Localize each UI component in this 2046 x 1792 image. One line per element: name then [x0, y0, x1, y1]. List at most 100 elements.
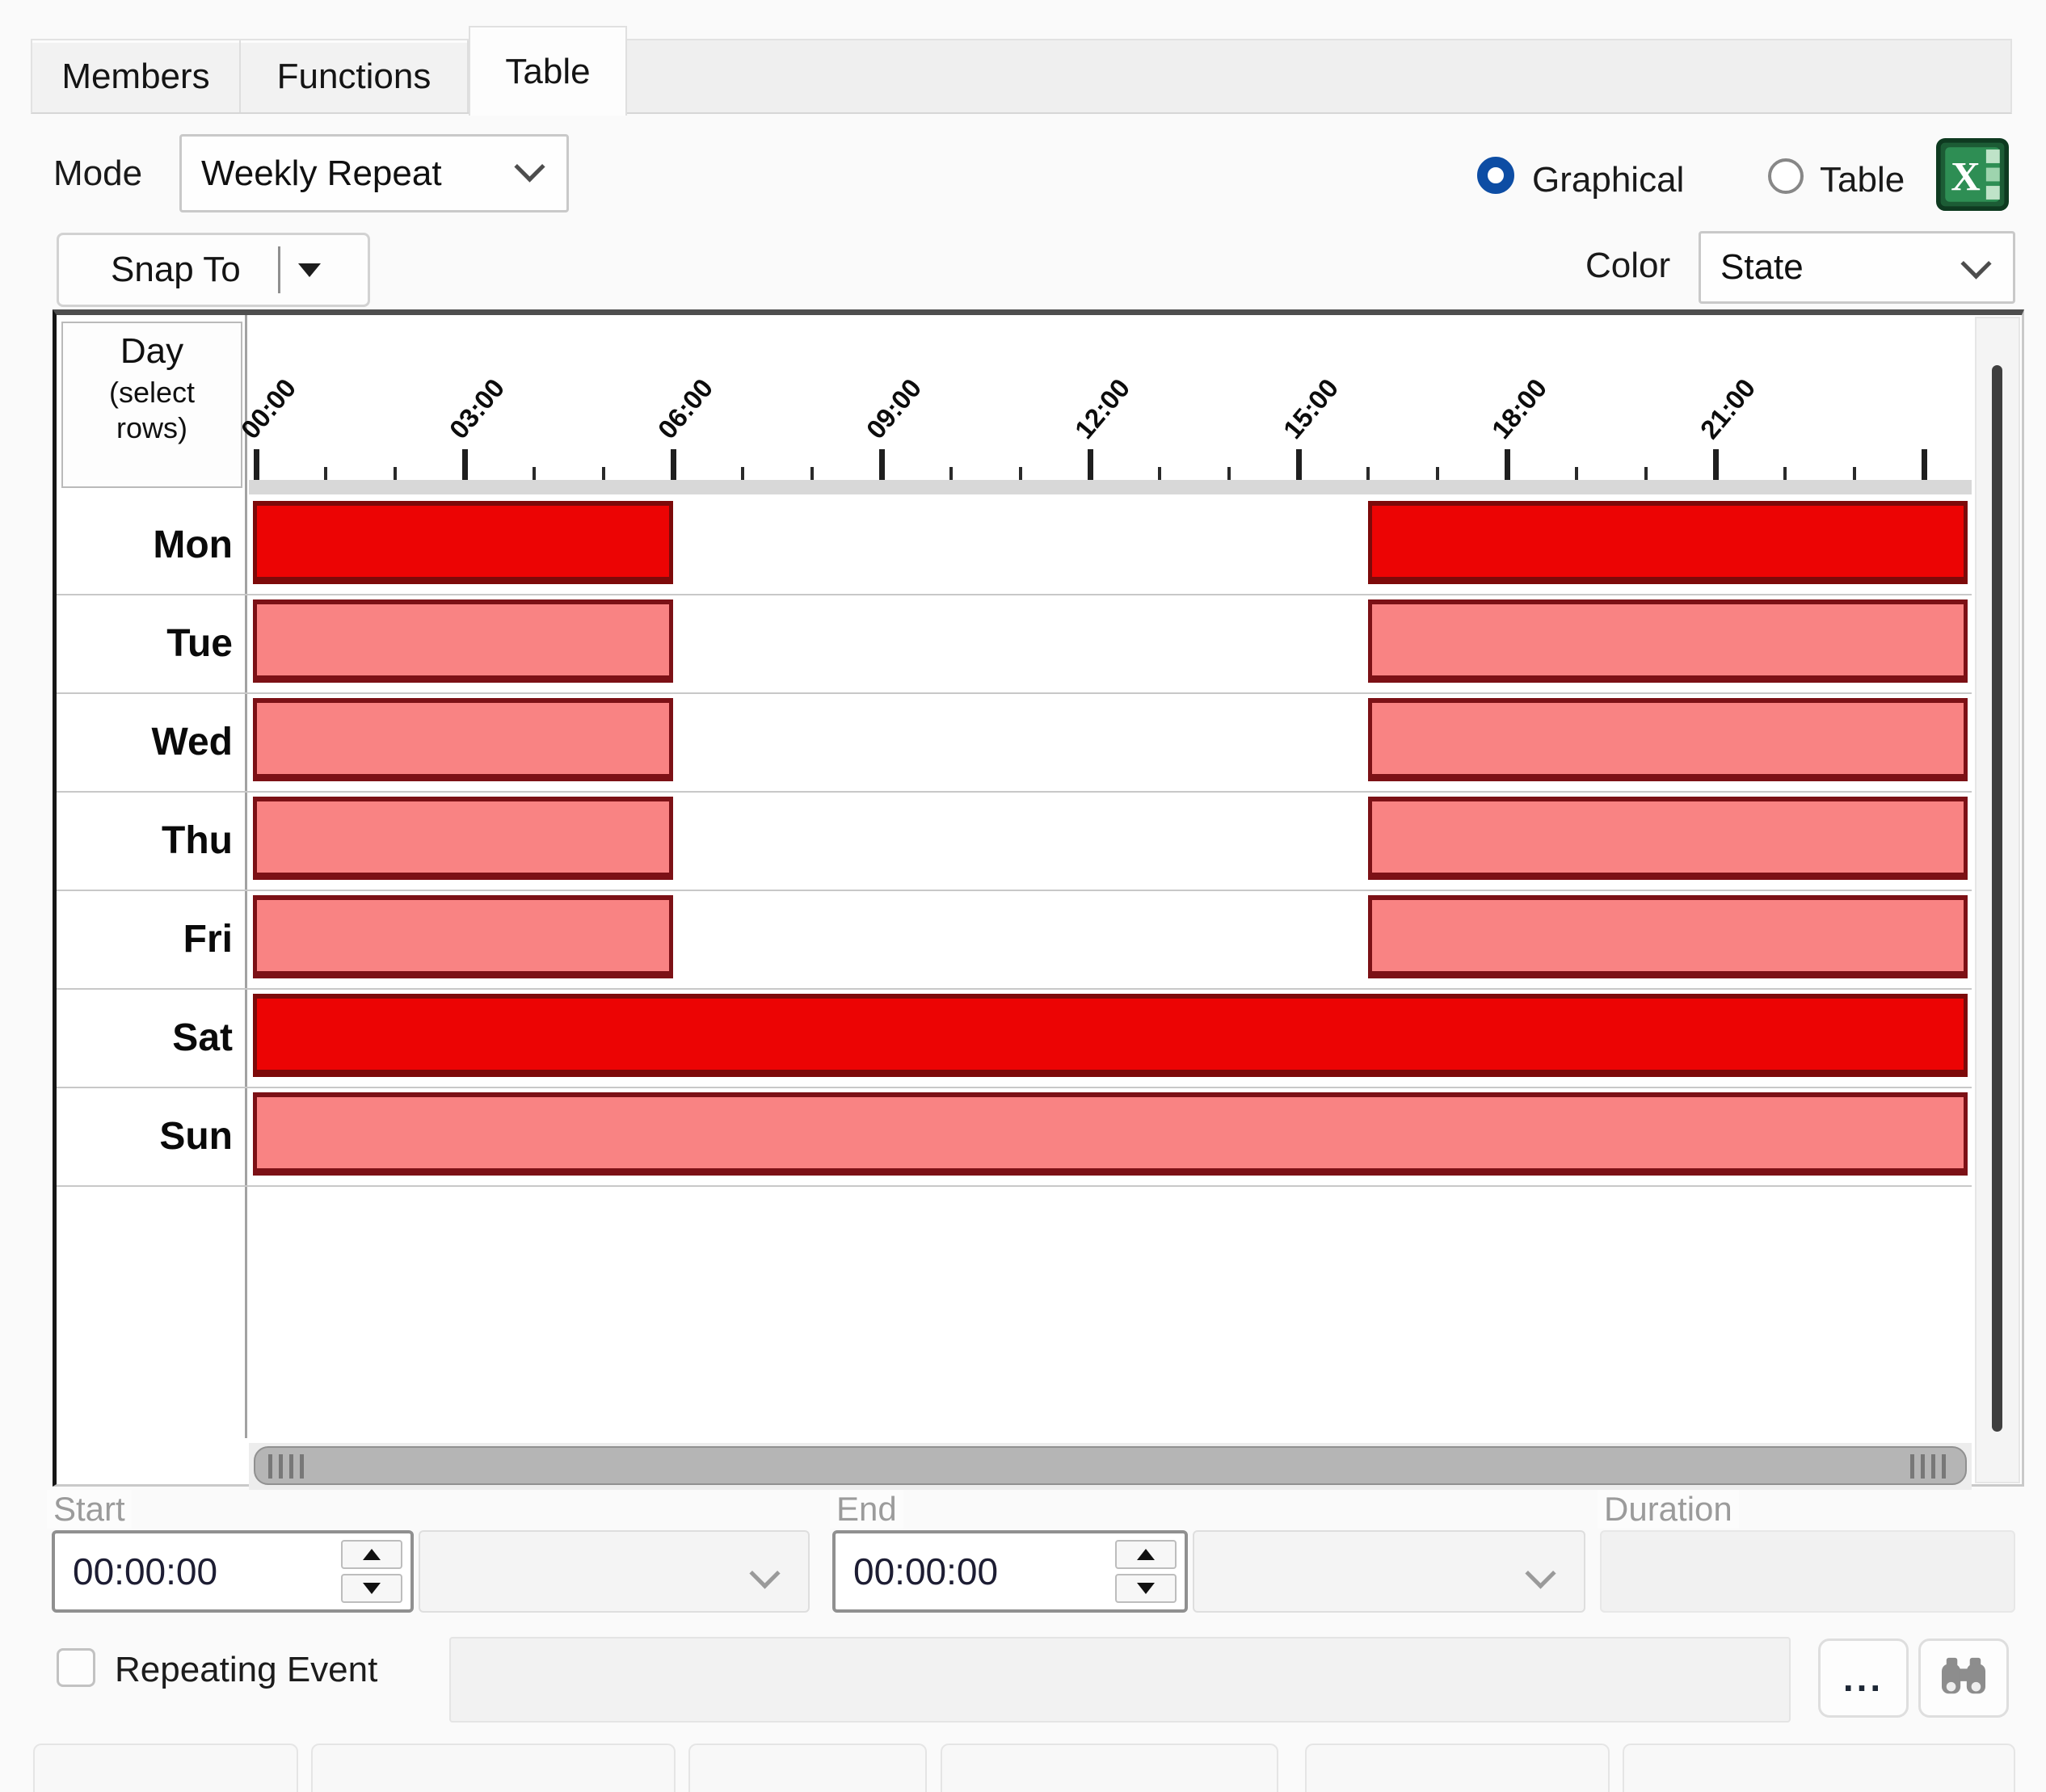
- find-button[interactable]: [1918, 1638, 2009, 1718]
- schedule-row-fri[interactable]: Fri: [57, 891, 1972, 990]
- day-label-tue[interactable]: Tue: [166, 622, 233, 665]
- minor-tick: [949, 467, 953, 480]
- color-label: Color: [1585, 246, 1671, 285]
- start-spinner: [341, 1540, 402, 1603]
- tab-members[interactable]: Members: [32, 40, 241, 112]
- cutoff-field: [1623, 1744, 2015, 1792]
- major-tick: [671, 449, 676, 480]
- day-column-header: Day (select rows): [61, 322, 242, 488]
- schedule-bar[interactable]: [253, 994, 1968, 1077]
- time-axis-label: 12:00: [1068, 372, 1136, 444]
- vertical-scrollbar-thumb[interactable]: [1992, 365, 2002, 1432]
- day-track[interactable]: [249, 497, 1972, 594]
- binoculars-icon: [1942, 1657, 1985, 1694]
- table-radio-label[interactable]: Table: [1820, 160, 1905, 200]
- horizontal-scrollbar-thumb[interactable]: [254, 1446, 1967, 1485]
- start-option-combobox[interactable]: [419, 1530, 810, 1613]
- day-track[interactable]: [249, 694, 1972, 791]
- schedule-row-sat[interactable]: Sat: [57, 990, 1972, 1088]
- schedule-row-mon[interactable]: Mon: [57, 497, 1972, 595]
- chevron-down-icon: [749, 1558, 781, 1589]
- minor-tick: [810, 467, 814, 480]
- repeating-event-field: [449, 1637, 1791, 1723]
- schedule-row-sun[interactable]: Sun: [57, 1088, 1972, 1187]
- horizontal-scrollbar[interactable]: [249, 1443, 1972, 1490]
- day-track[interactable]: [249, 1088, 1972, 1185]
- end-time-value[interactable]: 00:00:00: [853, 1550, 999, 1592]
- minor-tick: [602, 467, 605, 480]
- schedule-bar[interactable]: [253, 1092, 1968, 1176]
- minor-tick: [1366, 467, 1370, 480]
- day-label-wed[interactable]: Wed: [151, 721, 233, 763]
- table-radio[interactable]: [1768, 158, 1804, 194]
- more-options-button[interactable]: ...: [1818, 1638, 1909, 1718]
- end-label: End: [830, 1490, 903, 1529]
- cutoff-field: [311, 1744, 676, 1792]
- schedule-bar[interactable]: [253, 698, 673, 781]
- spin-down-button[interactable]: [1115, 1574, 1177, 1603]
- repeating-event-checkbox[interactable]: [57, 1648, 95, 1687]
- color-select[interactable]: State: [1699, 231, 2015, 304]
- schedule-bar[interactable]: [1368, 797, 1968, 880]
- major-tick: [462, 449, 468, 480]
- schedule-bar[interactable]: [1368, 895, 1968, 978]
- day-label-sat[interactable]: Sat: [172, 1016, 233, 1059]
- schedule-bar[interactable]: [253, 895, 673, 978]
- spin-up-button[interactable]: [1115, 1540, 1177, 1569]
- vertical-scrollbar[interactable]: [1975, 317, 2020, 1483]
- schedule-rows: Mon Tue Wed Thu Fri Sat Sun: [57, 497, 1972, 1188]
- chevron-down-icon: [1960, 248, 1992, 280]
- time-axis-label: 15:00: [1277, 372, 1345, 444]
- minor-tick: [1644, 467, 1648, 480]
- day-track[interactable]: [249, 595, 1972, 692]
- schedule-row-thu[interactable]: Thu: [57, 793, 1972, 891]
- spin-up-button[interactable]: [341, 1540, 402, 1569]
- button-divider: [277, 246, 280, 293]
- excel-export-icon[interactable]: X: [1936, 137, 2009, 212]
- graphical-radio[interactable]: [1477, 157, 1514, 194]
- schedule-bar[interactable]: [253, 599, 673, 683]
- day-header-title: Day: [120, 331, 184, 371]
- day-track[interactable]: [249, 793, 1972, 890]
- snap-to-button[interactable]: Snap To: [57, 233, 370, 307]
- duration-field: [1600, 1530, 2015, 1613]
- end-time-input[interactable]: 00:00:00: [832, 1530, 1188, 1613]
- start-time-input[interactable]: 00:00:00: [52, 1530, 414, 1613]
- schedule-bar[interactable]: [1368, 501, 1968, 584]
- triangle-up-icon: [363, 1549, 381, 1560]
- schedule-bar[interactable]: [253, 797, 673, 880]
- end-spinner: [1115, 1540, 1177, 1603]
- mode-select[interactable]: Weekly Repeat: [179, 134, 569, 212]
- minor-tick: [324, 467, 327, 480]
- dropdown-arrow-icon[interactable]: [297, 263, 321, 277]
- graphical-radio-label[interactable]: Graphical: [1532, 160, 1685, 200]
- start-time-value[interactable]: 00:00:00: [73, 1550, 218, 1592]
- day-track[interactable]: [249, 891, 1972, 988]
- day-track[interactable]: [249, 990, 1972, 1087]
- chevron-down-icon: [514, 151, 545, 183]
- minor-tick: [1019, 467, 1022, 480]
- schedule-row-tue[interactable]: Tue: [57, 595, 1972, 694]
- minor-tick: [1436, 467, 1439, 480]
- cutoff-field: [941, 1744, 1278, 1792]
- tab-functions[interactable]: Functions: [241, 40, 469, 112]
- day-label-sun[interactable]: Sun: [159, 1115, 233, 1158]
- minor-tick: [533, 467, 536, 480]
- tab-strip: Members Functions Table: [31, 26, 2012, 116]
- day-label-fri[interactable]: Fri: [183, 918, 233, 961]
- schedule-row-wed[interactable]: Wed: [57, 694, 1972, 793]
- tab-table[interactable]: Table: [469, 26, 627, 116]
- end-option-combobox[interactable]: [1193, 1530, 1585, 1613]
- day-label-mon[interactable]: Mon: [153, 524, 233, 566]
- time-axis-label: 18:00: [1485, 372, 1553, 444]
- schedule-bar[interactable]: [1368, 599, 1968, 683]
- spin-down-button[interactable]: [341, 1574, 402, 1603]
- repeating-event-label[interactable]: Repeating Event: [115, 1650, 378, 1689]
- day-label-thu[interactable]: Thu: [162, 819, 233, 862]
- cutoff-field: [688, 1744, 927, 1792]
- cutoff-field: [33, 1744, 298, 1792]
- schedule-bar[interactable]: [253, 501, 673, 584]
- schedule-grid: Day (select rows) 00:00 03:00 06:00 09:00 12…: [53, 309, 2024, 1490]
- major-tick: [1922, 449, 1927, 480]
- schedule-bar[interactable]: [1368, 698, 1968, 781]
